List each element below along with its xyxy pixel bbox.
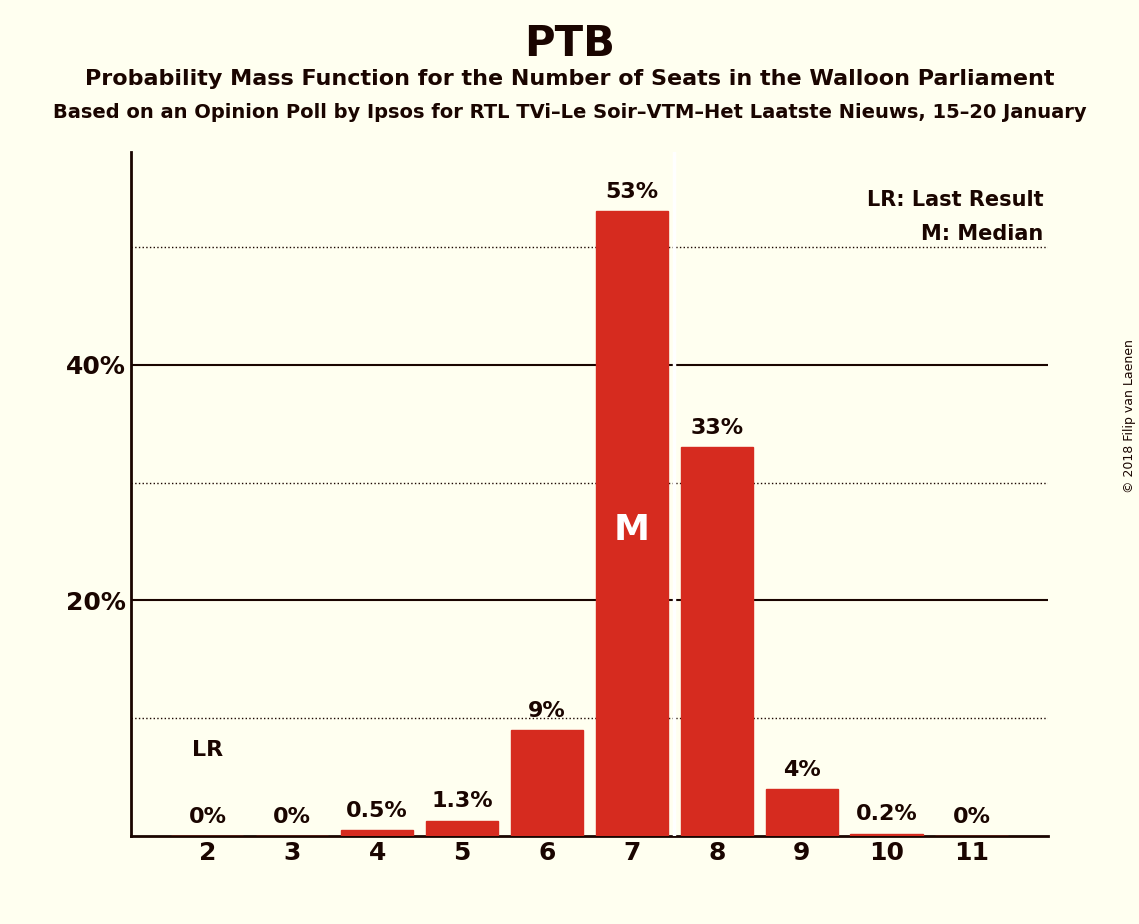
Text: M: Median: M: Median — [921, 225, 1043, 244]
Bar — [341, 831, 413, 836]
Text: 0%: 0% — [952, 807, 991, 827]
Text: 0%: 0% — [188, 807, 227, 827]
Text: M: M — [614, 513, 650, 547]
Text: 4%: 4% — [782, 760, 820, 780]
Bar — [426, 821, 498, 836]
Text: © 2018 Filip van Laenen: © 2018 Filip van Laenen — [1123, 339, 1137, 492]
Text: PTB: PTB — [524, 23, 615, 65]
Text: Based on an Opinion Poll by Ipsos for RTL TVi–Le Soir–VTM–Het Laatste Nieuws, 15: Based on an Opinion Poll by Ipsos for RT… — [52, 103, 1087, 123]
Bar — [851, 833, 923, 836]
Text: 1.3%: 1.3% — [432, 792, 493, 811]
Text: 0%: 0% — [273, 807, 311, 827]
Bar — [596, 212, 667, 836]
Text: LR: Last Result: LR: Last Result — [867, 190, 1043, 210]
Text: 33%: 33% — [690, 418, 744, 438]
Bar — [511, 730, 583, 836]
Bar — [681, 447, 753, 836]
Text: Probability Mass Function for the Number of Seats in the Walloon Parliament: Probability Mass Function for the Number… — [84, 69, 1055, 90]
Text: LR: LR — [191, 739, 223, 760]
Bar — [765, 789, 838, 836]
Text: 53%: 53% — [605, 182, 658, 202]
Text: 9%: 9% — [528, 700, 566, 721]
Text: 0.2%: 0.2% — [855, 805, 917, 824]
Text: 0.5%: 0.5% — [346, 801, 408, 821]
